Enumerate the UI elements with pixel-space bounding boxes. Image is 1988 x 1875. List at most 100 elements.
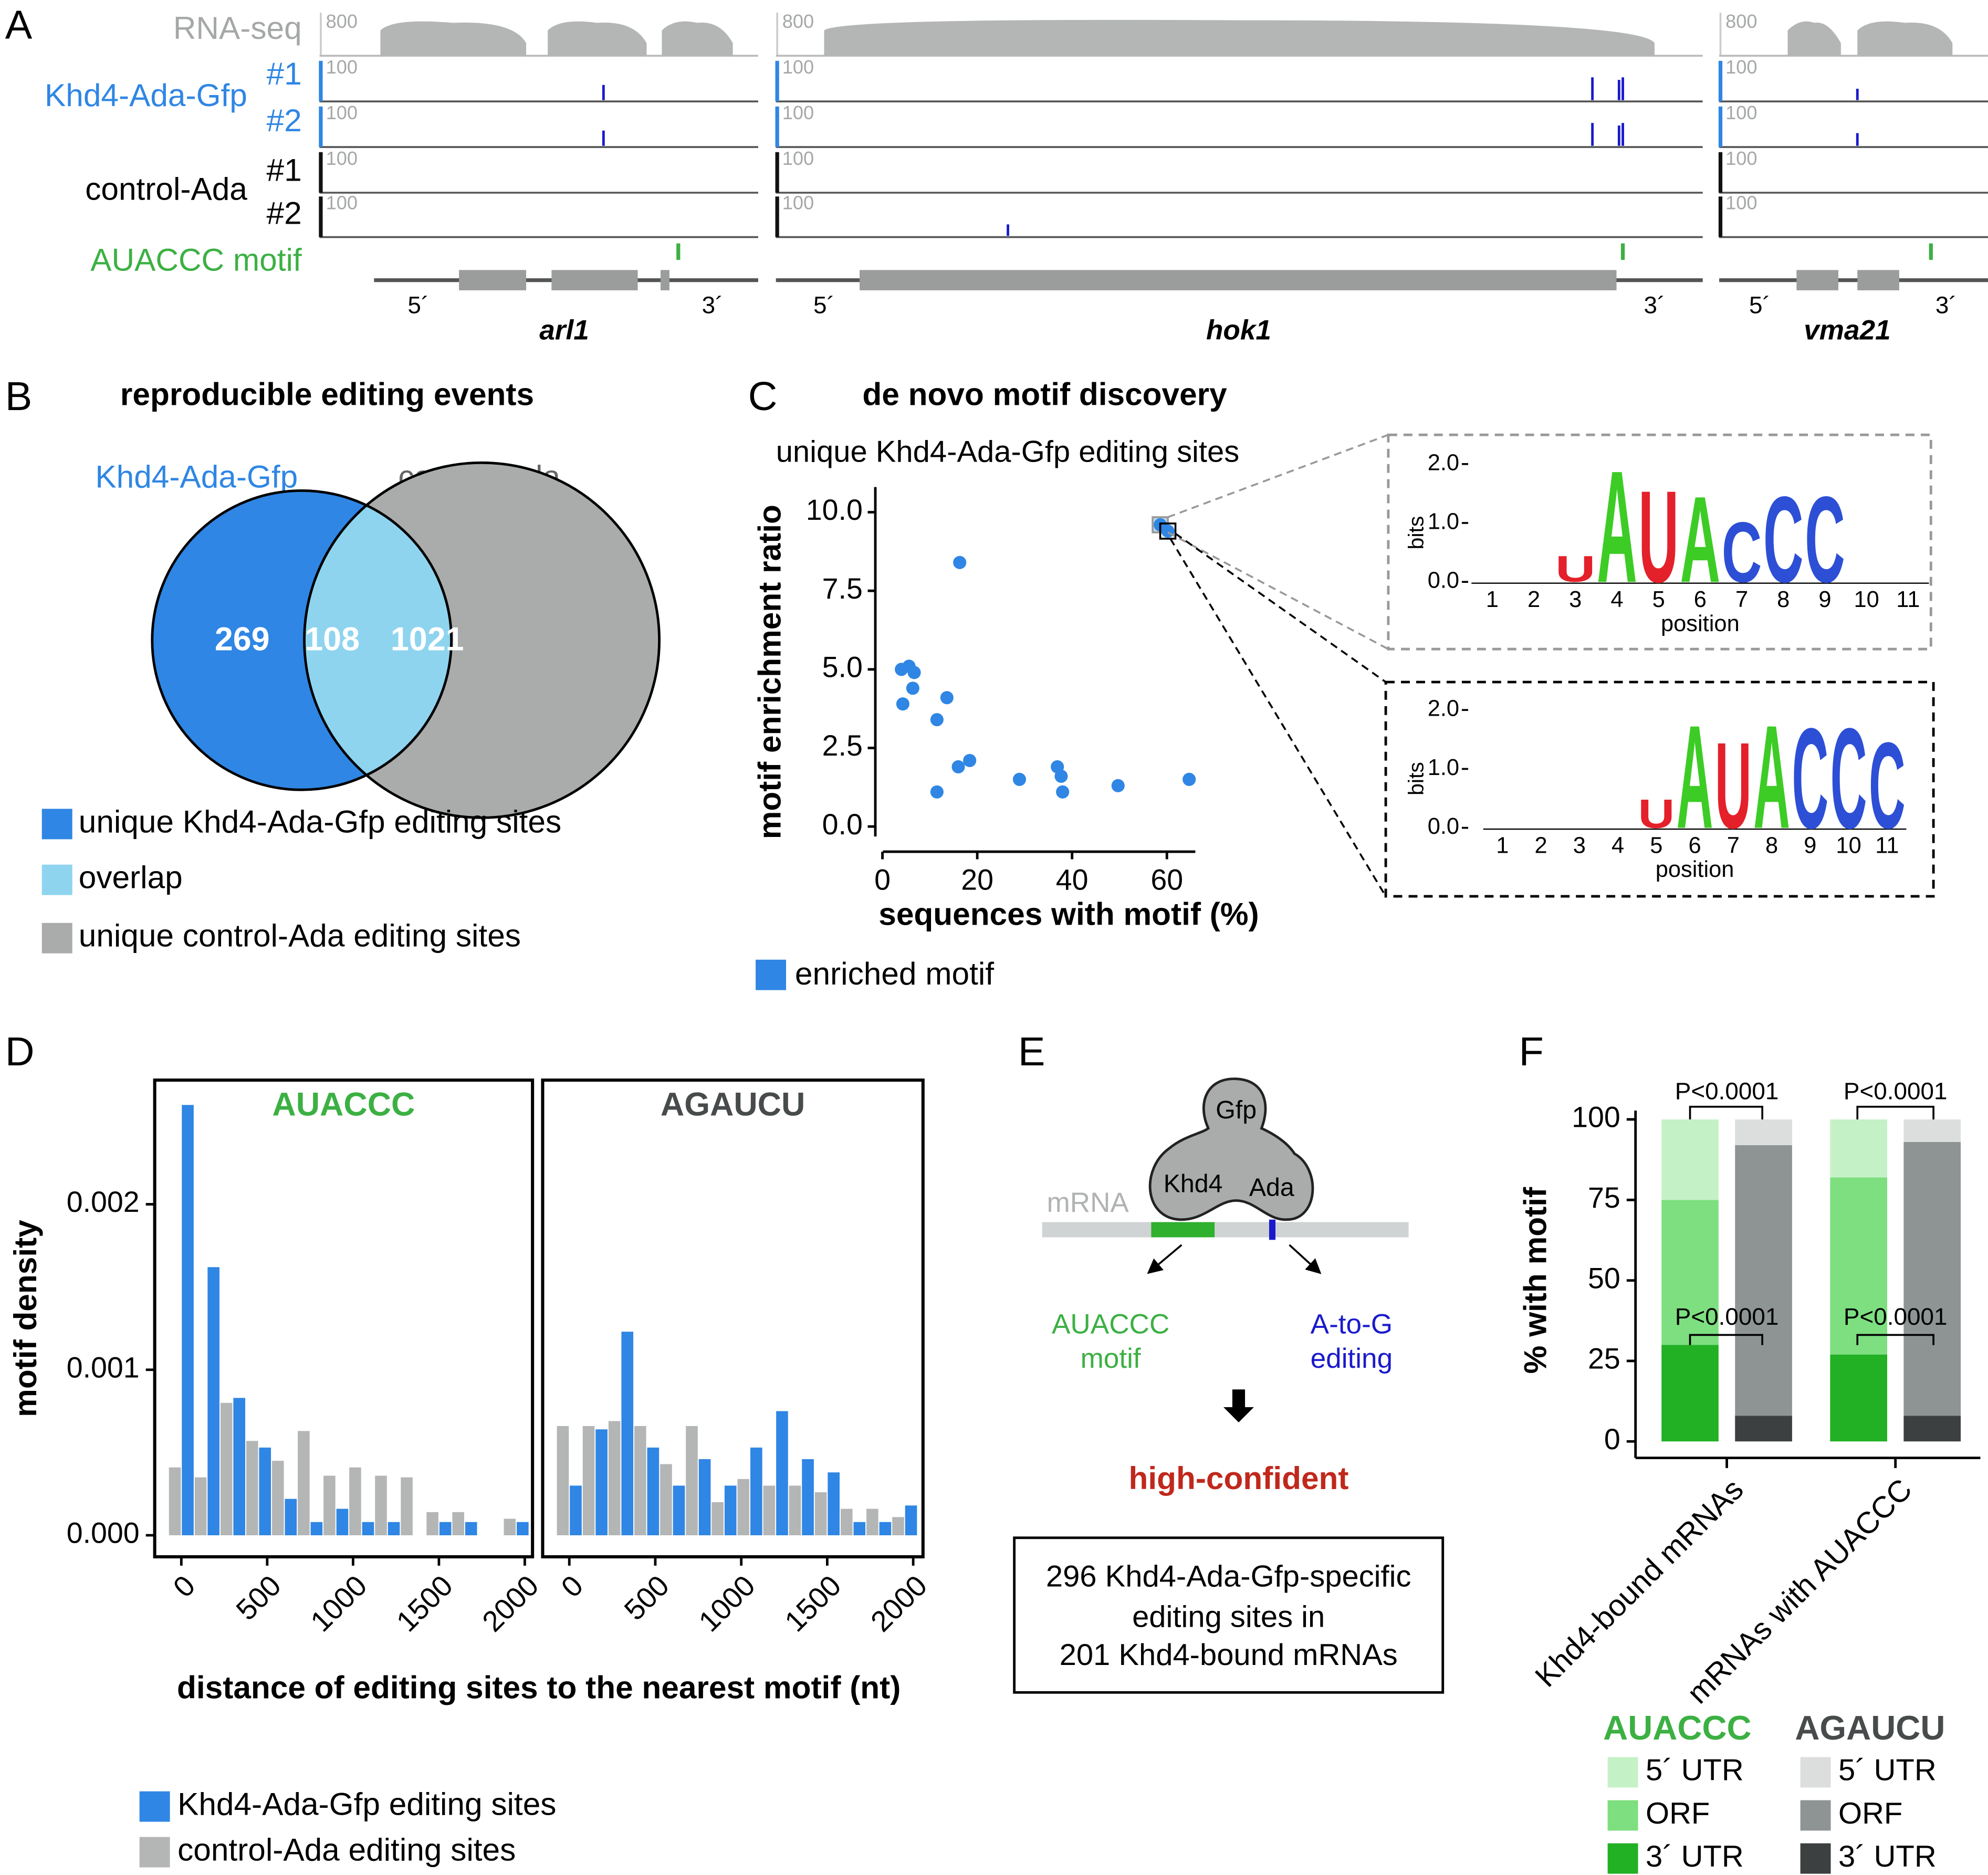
logo-letter: U — [1555, 549, 1596, 590]
x-tick-label: 8 — [1777, 587, 1790, 612]
gene-end: 5´ — [1749, 291, 1771, 318]
x-tick-label: 0 — [167, 1569, 202, 1604]
logo-letter: C — [1830, 699, 1867, 858]
histogram-bar — [362, 1522, 374, 1535]
editing-signal — [1591, 77, 1594, 100]
logo-letter: A — [1680, 472, 1721, 608]
annotation: P<0.0001 — [1844, 1077, 1948, 1104]
summary-box — [1013, 1536, 1445, 1694]
logo-letter: C — [1869, 717, 1906, 854]
panel-title: reproducible editing events — [120, 376, 534, 412]
legend-swatch — [41, 809, 72, 840]
point — [1111, 779, 1125, 792]
track-scale: 100 — [782, 102, 814, 123]
panel-letter: F — [1519, 1029, 1544, 1074]
venn-overlap — [304, 490, 452, 790]
zoom-line — [1175, 532, 1387, 683]
histogram-bar — [401, 1477, 413, 1535]
y-tick-label: 25 — [1588, 1343, 1620, 1375]
legend-swatch — [1607, 1800, 1638, 1831]
point — [930, 785, 944, 799]
summary-text: 201 Khd4-bound mRNAs — [1060, 1638, 1398, 1672]
point — [930, 713, 944, 727]
histogram-bar — [246, 1441, 258, 1535]
histogram-bar — [712, 1502, 724, 1535]
histogram-bar — [271, 1461, 284, 1535]
x-tick-label: 11 — [1875, 833, 1899, 858]
histogram-bar — [169, 1467, 181, 1535]
editing-signal — [1856, 133, 1859, 146]
editing-signal — [1621, 123, 1624, 146]
track-scale: 100 — [326, 148, 358, 169]
protein — [1148, 1077, 1314, 1221]
gene-exon — [551, 270, 638, 290]
annotation: P<0.0001 — [1675, 1303, 1779, 1330]
histogram-bar — [310, 1522, 323, 1535]
legend-swatch — [41, 923, 72, 954]
panel-letter: C — [748, 374, 778, 419]
point — [1054, 769, 1068, 783]
coverage — [1787, 21, 1841, 56]
logo-frame — [1387, 433, 1932, 651]
plot-frame — [541, 1078, 925, 1558]
bar-segment — [1735, 1145, 1792, 1416]
editing-signal — [1617, 125, 1620, 146]
logo-letter: A — [1677, 695, 1713, 860]
editing-signal — [1856, 89, 1859, 100]
bar-segment — [1903, 1141, 1961, 1416]
track-label: AUACCC motif — [90, 242, 302, 278]
venn-count: 108 — [305, 621, 360, 657]
plot-frame — [153, 1078, 535, 1558]
panel-title: de novo motif discovery — [862, 376, 1227, 412]
editing-signal — [602, 85, 605, 100]
histogram-bar — [621, 1332, 634, 1535]
editing-label: editing — [1311, 1343, 1393, 1374]
histogram-bar — [465, 1522, 477, 1535]
x-tick-label: 6 — [1689, 833, 1701, 858]
panel-letter: E — [1018, 1029, 1045, 1074]
x-tick-label: 10 — [1854, 587, 1879, 612]
zoom-line — [1167, 434, 1389, 518]
histogram-bar — [452, 1512, 464, 1535]
histogram-bar — [828, 1472, 840, 1535]
venn-outline — [303, 461, 661, 819]
coverage — [548, 21, 647, 56]
histogram-bar — [853, 1522, 866, 1535]
y-tick-label: 0.002 — [67, 1186, 140, 1218]
track-scale: 100 — [326, 56, 358, 78]
panel-letter: D — [5, 1029, 35, 1074]
legend-swatch — [1607, 1757, 1638, 1788]
figure-content: A B C D E F RNA-seq Khd4-Ada-Gfp #1 #2 control-Ada… — [5, 3, 1988, 1874]
histogram-bar — [840, 1509, 853, 1535]
zoom-line — [1169, 538, 1387, 897]
legend-title: AUACCC — [1603, 1709, 1751, 1747]
motif-region — [1151, 1222, 1215, 1238]
track-scale: 100 — [1725, 102, 1757, 123]
venn-outline — [151, 489, 453, 791]
panel-letter: A — [5, 3, 33, 48]
x-tick-label: 7 — [1735, 587, 1748, 612]
bar-segment — [1830, 1119, 1887, 1178]
x-tick-label: 0 — [555, 1569, 590, 1604]
histogram-bar — [207, 1267, 219, 1535]
histogram-bar — [776, 1411, 788, 1535]
histogram-bar — [375, 1475, 387, 1535]
histogram-bar — [426, 1512, 438, 1535]
logo-letter: U — [1638, 791, 1675, 836]
gene-exon — [1796, 270, 1839, 290]
editing-signal — [1621, 77, 1624, 100]
histogram-bar — [285, 1499, 297, 1535]
coverage — [824, 19, 1655, 56]
gene-exon — [1857, 270, 1899, 290]
legend-swatch — [1800, 1843, 1831, 1874]
histogram-bar — [220, 1402, 233, 1535]
gene-end: 3´ — [1935, 291, 1957, 318]
editing-signal — [1591, 123, 1594, 146]
motif-label: motif — [1081, 1343, 1141, 1374]
histogram-bar — [698, 1459, 711, 1535]
histogram-bar — [336, 1509, 349, 1535]
histogram-bar — [608, 1421, 621, 1535]
logo-letter: U — [1715, 717, 1752, 854]
x-tick-label: 4 — [1610, 587, 1623, 612]
